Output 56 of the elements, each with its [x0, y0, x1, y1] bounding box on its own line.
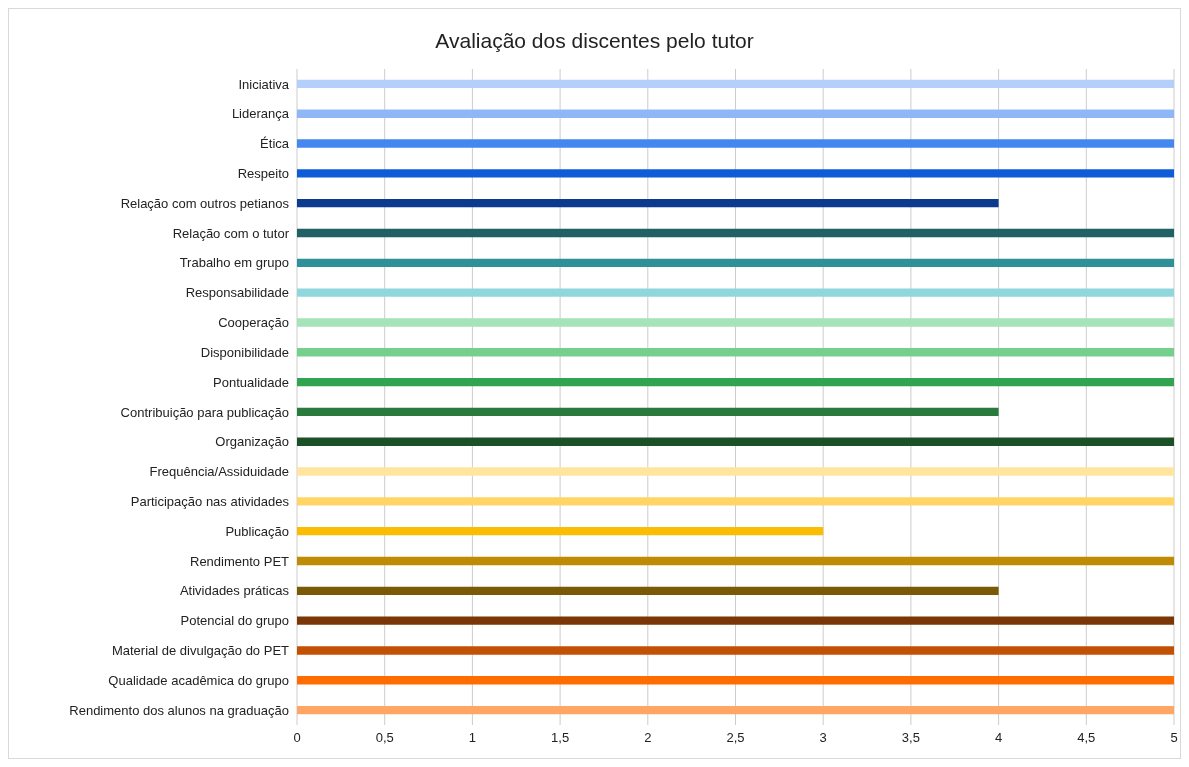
bar [297, 199, 999, 208]
x-tick-label: 3,5 [901, 730, 920, 746]
bar [297, 318, 1174, 327]
bar [297, 646, 1174, 655]
y-tick-label: Frequência/Assiduidade [149, 464, 289, 480]
bar [297, 497, 1174, 506]
y-tick-label: Material de divulgação do PET [111, 643, 290, 659]
y-tick-label: Organização [215, 434, 289, 450]
x-tick-label: 2 [644, 730, 652, 746]
y-tick-label: Atividades práticas [179, 583, 290, 599]
bar [297, 586, 999, 595]
bar [297, 139, 1174, 148]
bar [297, 109, 1174, 118]
bar [297, 705, 1174, 715]
bar [297, 79, 1174, 89]
y-tick-label: Contribuição para publicação [120, 404, 289, 420]
x-tick-label: 1 [468, 730, 477, 746]
y-tick-label: Relação com o tutor [172, 225, 290, 241]
x-tick-label: 3 [819, 730, 827, 746]
bar [297, 258, 1174, 267]
bar [297, 556, 1174, 566]
y-tick-label: Iniciativa [238, 76, 290, 92]
x-tick-label: 0 [293, 730, 301, 746]
y-tick-label: Liderança [231, 106, 290, 122]
x-tick-label: 4,5 [1077, 730, 1096, 746]
y-tick-label: Participação nas atividades [130, 493, 290, 509]
y-tick-label: Rendimento dos alunos na graduação [69, 702, 289, 718]
y-tick-label: Responsabilidade [185, 285, 289, 301]
bar [297, 616, 1174, 625]
chart-title: Avaliação dos discentes pelo tutor [434, 29, 755, 54]
y-tick-label: Respeito [237, 165, 289, 181]
bar [297, 169, 1174, 178]
y-tick-label: Cooperação [218, 315, 289, 331]
bar [297, 377, 1174, 387]
bar [297, 348, 1174, 357]
bar [297, 527, 824, 536]
bar [297, 467, 1174, 476]
x-tick-label: 4 [994, 730, 1003, 746]
y-tick-label: Ética [260, 136, 290, 152]
y-tick-label: Trabalho em grupo [179, 255, 289, 271]
x-tick-label: 5 [1170, 730, 1178, 746]
bar [297, 228, 1174, 238]
y-tick-label: Pontualidade [213, 374, 289, 390]
x-tick-label: 1,5 [551, 730, 570, 746]
x-tick-label: 0,5 [375, 730, 394, 746]
bar [297, 288, 1174, 297]
bar [297, 437, 1174, 446]
bar [297, 407, 999, 417]
y-tick-label: Potencial do grupo [180, 613, 289, 629]
bar [297, 676, 1174, 685]
x-tick-label: 2,5 [726, 730, 745, 746]
y-tick-label: Relação com outros petianos [120, 195, 290, 211]
y-tick-label: Rendimento PET [190, 553, 290, 569]
y-tick-label: Disponibilidade [200, 344, 289, 360]
y-tick-label: Qualidade acadêmica do grupo [108, 672, 289, 688]
y-tick-label: Publicação [225, 523, 289, 539]
